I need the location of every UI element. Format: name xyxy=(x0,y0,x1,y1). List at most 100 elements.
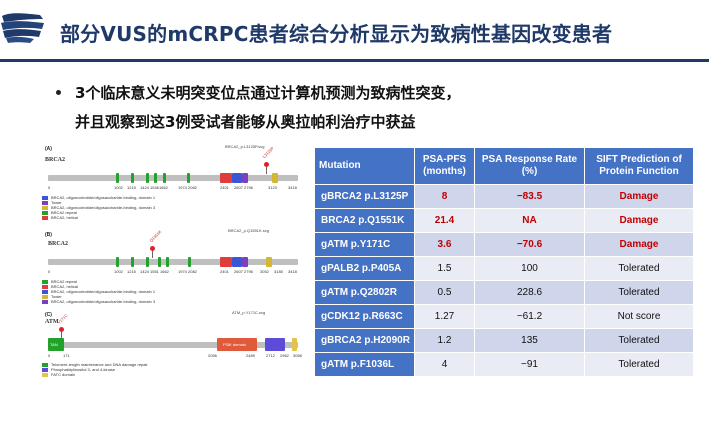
legend-label: Telomere-length maintenance and DNA dama… xyxy=(51,362,148,367)
cell-pfs: 1.27 xyxy=(414,304,475,329)
tick: 0 xyxy=(48,185,51,190)
legend-item: BRCA2, oligonucleotide/oligosaccharide-b… xyxy=(42,195,155,200)
panel-c-mutation-label: Y171C xyxy=(56,312,69,325)
tick: 2056 xyxy=(208,353,217,358)
panel-b-mutation-label: Q1551K xyxy=(148,229,163,243)
legend-label: BRCA2, oligonucleotide/oligosaccharide-b… xyxy=(51,195,156,200)
tick: 0 xyxy=(48,353,51,358)
panel-b-gene: BRCA2 xyxy=(48,241,69,247)
legend-swatch xyxy=(42,284,48,289)
tick: 3185 xyxy=(274,269,283,274)
cell-mutation: gBRCA2 p.H2090R xyxy=(314,328,415,353)
panel-b-ticks: 0 1002 1215 1424 1551 1662 1974 2082 240… xyxy=(48,269,298,275)
legend-swatch xyxy=(42,372,48,377)
legend-item: Telomere-length maintenance and DNA dama… xyxy=(42,362,148,367)
legend-swatch xyxy=(42,215,48,220)
legend-item: BRCA2, helical xyxy=(42,215,155,220)
panel-a-domain-repeat xyxy=(131,173,134,183)
legend-label: Tower xyxy=(51,200,62,205)
panel-b-mutation-marker xyxy=(150,246,155,251)
panel-a-domain-repeat xyxy=(116,173,119,183)
cell-sift: Damage xyxy=(584,184,694,209)
panel-c-domain-tan: TAN xyxy=(48,338,64,351)
cell-mutation: gATM p.Y171C xyxy=(314,232,415,257)
tick: 2401 xyxy=(220,269,229,274)
tick: 2796 xyxy=(244,185,253,190)
table-row: gBRCA2 p.H2090R 1.2 135 Tolerated xyxy=(314,328,694,353)
tick: 2962 xyxy=(280,353,289,358)
cell-mutation: gATM p.F1036L xyxy=(314,352,415,377)
panel-c-file: ATM_p.Y171C.svg xyxy=(232,310,266,315)
legend-item: BRCA2, helical xyxy=(42,284,155,289)
legend-label: BRCA2, oligonucleotide/oligosaccharide-b… xyxy=(51,299,156,304)
legend-item: BRCA2, oligonucleotide/oligosaccharide-b… xyxy=(42,205,155,210)
tick: 3418 xyxy=(288,185,297,190)
legend-item: BRCA2, oligonucleotide/oligosaccharide-b… xyxy=(42,299,155,304)
panel-a-file: BRCA2_p.L3125P.svg xyxy=(225,144,265,149)
tick: 1215 xyxy=(127,185,136,190)
panel-c-domain-fat xyxy=(265,338,285,351)
tick: 1662 xyxy=(159,185,168,190)
col-header-sift: SIFT Prediction of Protein Function xyxy=(584,147,694,185)
table-row: gATM p.Q2802R 0.5 228.6 Tolerated xyxy=(314,280,694,305)
panel-c-tan-label: TAN xyxy=(50,342,58,347)
cell-sift: Damage xyxy=(584,208,694,233)
panel-a-lollipop-stem xyxy=(266,166,267,174)
legend-label: Phosphatidylinositol 3- and 4-kinase xyxy=(51,367,116,372)
tick: 1002 xyxy=(114,269,123,274)
panel-a-legend: BRCA2, oligonucleotide/oligosaccharide-b… xyxy=(42,195,155,220)
cell-pfs: 21.4 xyxy=(414,208,475,233)
tick: 2082 xyxy=(188,269,197,274)
cell-pfs: 4 xyxy=(414,352,475,377)
panel-b-domain-ob1 xyxy=(232,257,242,267)
tick: 2607 xyxy=(234,185,243,190)
col-header-mutation: Mutation xyxy=(314,147,415,185)
cell-sift: Tolerated xyxy=(584,280,694,305)
table-header-row: Mutation PSA-PFS (months) PSA Response R… xyxy=(314,147,694,185)
bullet-text-line-1: 3个临床意义未明突变位点通过计算机预测为致病性突变， xyxy=(75,84,461,102)
legend-swatch xyxy=(42,195,48,200)
brand-logo xyxy=(1,13,44,43)
cell-mutation: BRCA2 p.Q1551K xyxy=(314,208,415,233)
panel-b-domain-repeat xyxy=(188,257,191,267)
bullet-text-line-2: 并且观察到这3例受试者能够从奥拉帕利治疗中获益 xyxy=(75,113,416,131)
tick: 2082 xyxy=(188,185,197,190)
tick: 1662 xyxy=(160,269,169,274)
panel-a-domain-ob1 xyxy=(232,173,242,183)
tick: 2401 xyxy=(220,185,229,190)
bullet-dot xyxy=(56,90,61,95)
cell-pfs: 1.2 xyxy=(414,328,475,353)
tick: 3056 xyxy=(293,353,302,358)
panel-c-domain-pi3k: PI3K domain xyxy=(217,338,257,351)
cell-response: −91 xyxy=(474,352,585,377)
cell-response: 228.6 xyxy=(474,280,585,305)
cell-mutation: gATM p.Q2802R xyxy=(314,280,415,305)
cell-response: −83.5 xyxy=(474,184,585,209)
legend-label: FATC domain xyxy=(51,372,76,377)
cell-sift: Tolerated xyxy=(584,256,694,281)
legend-label: BRCA2, helical xyxy=(51,215,78,220)
panel-b-domain-tower xyxy=(242,257,248,267)
tick: 1424 xyxy=(140,185,149,190)
legend-item: Tower xyxy=(42,294,155,299)
col-header-psa-pfs: PSA-PFS (months) xyxy=(414,147,475,185)
panel-a-protein-track xyxy=(48,175,298,181)
panel-b-protein-track xyxy=(48,259,298,265)
panel-a-domain-repeat xyxy=(154,173,157,183)
tick: 1974 xyxy=(178,185,187,190)
panel-b-domain-helical xyxy=(220,257,232,267)
panel-a-domain-repeat xyxy=(187,173,190,183)
legend-swatch xyxy=(42,294,48,299)
cell-response: NA xyxy=(474,208,585,233)
cell-mutation: gPALB2 p.P405A xyxy=(314,256,415,281)
legend-label: BRCA2 repeat xyxy=(51,279,77,284)
cell-response: −61.2 xyxy=(474,304,585,329)
cell-pfs: 1.5 xyxy=(414,256,475,281)
legend-item: BRCA2 repeat xyxy=(42,210,155,215)
legend-item: Tower xyxy=(42,200,155,205)
tick: 3418 xyxy=(288,269,297,274)
panel-c-letter: (C) xyxy=(45,312,52,318)
cell-mutation: gCDK12 p.R663C xyxy=(314,304,415,329)
legend-swatch xyxy=(42,362,48,367)
legend-item: Phosphatidylinositol 3- and 4-kinase xyxy=(42,367,148,372)
